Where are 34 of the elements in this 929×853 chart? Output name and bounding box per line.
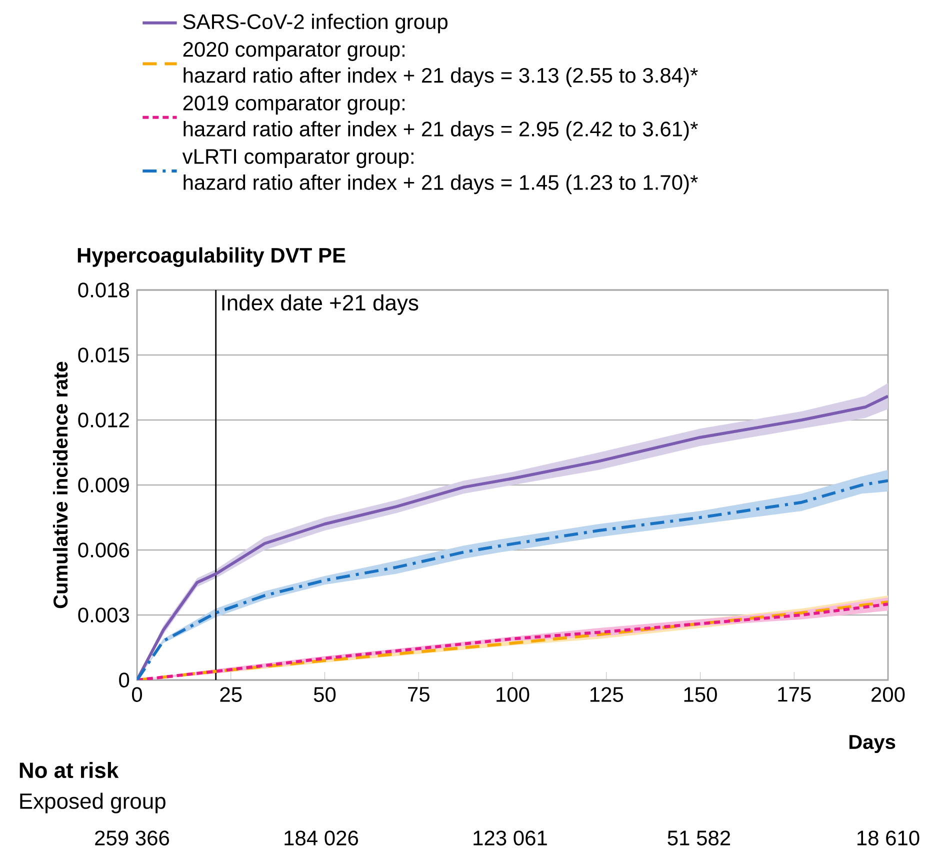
legend-label: 2020 comparator group: <box>183 42 404 61</box>
x-tick-label: 100 <box>496 687 530 702</box>
text: hazard ratio after index + 21 days = 2.95 (2.42 to 3.61)* <box>184 121 698 141</box>
text: Exposed group <box>20 792 166 814</box>
x-tick-label: 150 <box>684 687 717 702</box>
y-tick-label: 0.009 <box>78 478 129 492</box>
x-tick-label: 75 <box>408 687 430 702</box>
text: No at risk <box>20 762 119 778</box>
legend-label: SARS-CoV-2 infection group <box>183 14 448 34</box>
y-tick-label: 0 <box>119 672 130 688</box>
text: 51 582 <box>668 830 730 846</box>
x-axis-title: Days <box>850 735 896 753</box>
x-tick-label: 200 <box>872 687 905 702</box>
x-tick-label: 50 <box>314 687 336 702</box>
y-axis-title: Cumulative incidence rate <box>52 362 68 608</box>
y-tick-label: 0.012 <box>78 412 129 428</box>
x-tick-label: 125 <box>590 687 624 702</box>
text: 18 610 <box>857 830 920 846</box>
chart-title: Hypercoagulability DVT PE <box>78 247 346 267</box>
text: 123 061 <box>474 830 547 846</box>
y-tick-label: 0.015 <box>78 348 130 362</box>
text: hazard ratio after index + 21 days = 1.45 (1.23 to 1.70)* <box>184 174 698 194</box>
y-tick-label: 0.003 <box>78 608 130 622</box>
text: 259 366 <box>95 830 170 846</box>
text: 184 026 <box>284 830 358 846</box>
y-tick-label: 0.018 <box>78 282 130 298</box>
x-tick-label: 25 <box>220 687 242 702</box>
legend-label: 2019 comparator group: <box>183 96 404 115</box>
legend-label: vLRTI comparator group: <box>182 149 414 168</box>
x-tick-label: 0 <box>132 687 142 702</box>
ref-line-label: Index date +21 days <box>222 294 418 315</box>
text: hazard ratio after index + 21 days = 3.13 (2.55 to 3.84)* <box>184 67 698 87</box>
y-tick-label: 0.006 <box>78 542 130 558</box>
x-tick-label: 175 <box>778 687 811 702</box>
